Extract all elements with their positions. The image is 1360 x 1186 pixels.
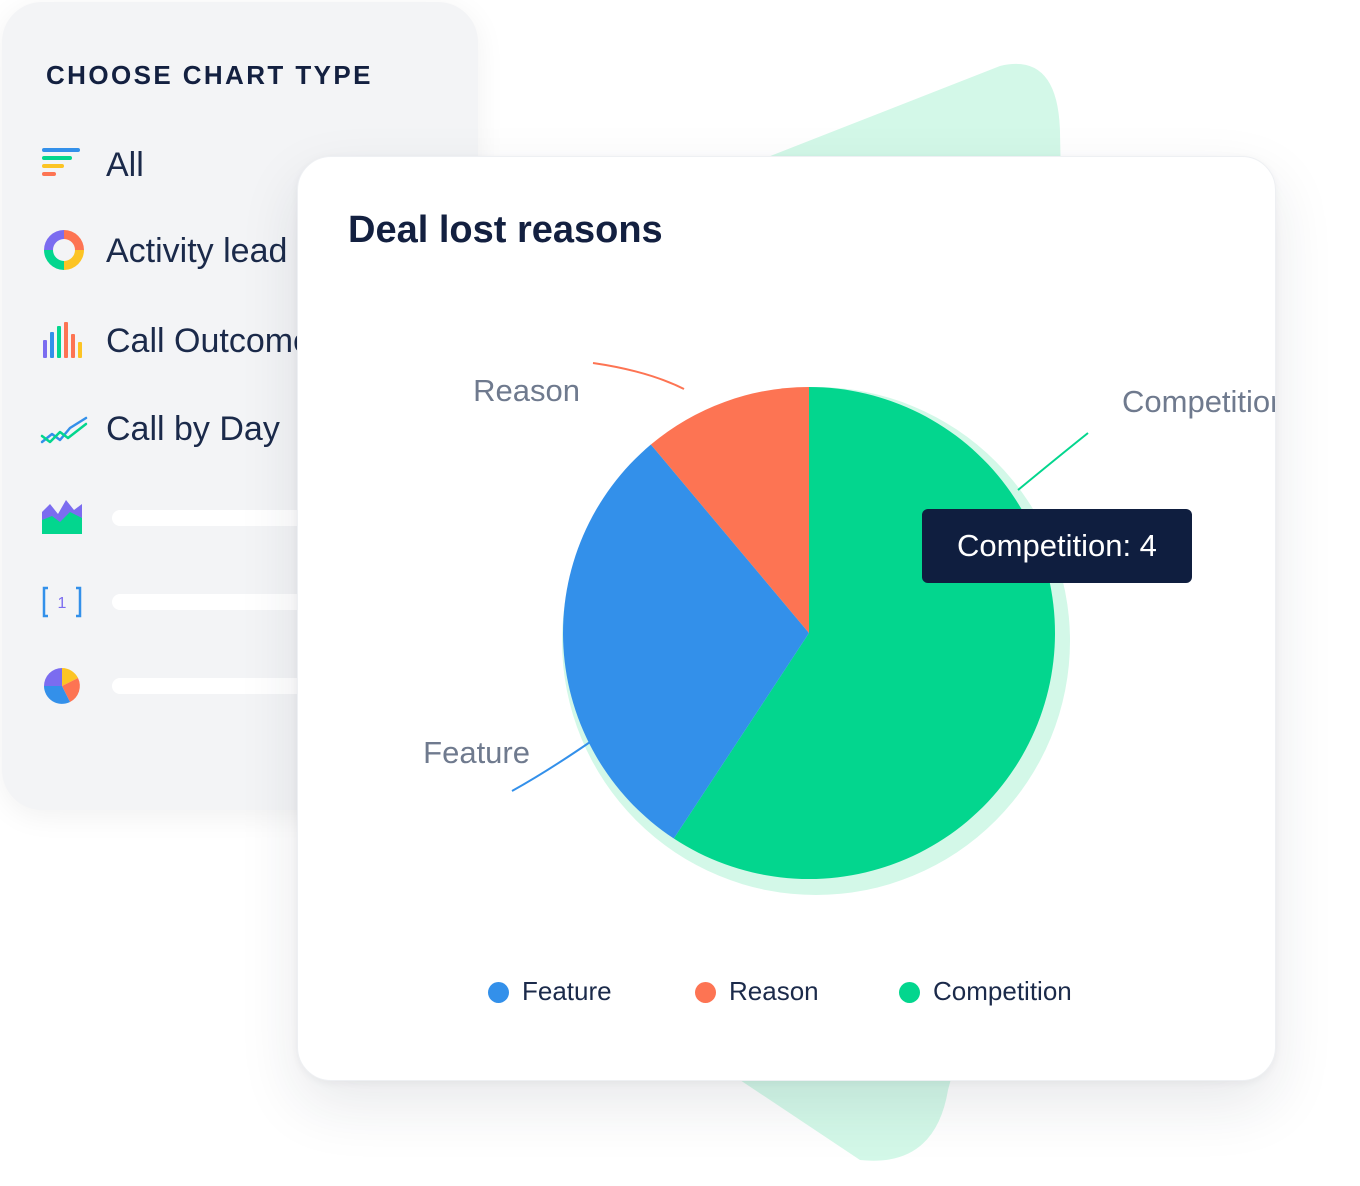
line-chart-icon: [40, 404, 88, 452]
slice-label-feature: Feature: [423, 735, 530, 770]
legend-label: Feature: [522, 976, 612, 1006]
area-chart-icon: [40, 494, 88, 542]
pie-slice-feature[interactable]: [563, 444, 809, 839]
chart-tooltip: Competition: 4: [922, 509, 1192, 583]
pie-chart-icon: [40, 662, 88, 710]
legend-label: Competition: [933, 976, 1072, 1006]
number-bracket-icon: 1: [40, 578, 88, 626]
svg-text:1: 1: [58, 595, 67, 612]
legend-swatch: [488, 982, 509, 1003]
legend-swatch: [695, 982, 716, 1003]
pie-slice-reason[interactable]: [650, 387, 809, 633]
chart-type-label: Activity lead: [106, 232, 288, 270]
chart-card: Deal lost reasons Reason Competition Featu…: [297, 156, 1276, 1081]
placeholder-bar: [112, 678, 312, 694]
callout-line-competition: [1017, 432, 1089, 491]
chart-type-label: Call Outcome: [106, 322, 312, 360]
donut-chart-icon: [40, 226, 88, 274]
placeholder-bar: [112, 510, 312, 526]
pie-chart: Reason Competition Feature: [423, 362, 1275, 895]
callout-line-feature: [511, 739, 594, 792]
slice-label-reason: Reason: [473, 373, 580, 408]
chart-type-label: All: [106, 146, 144, 184]
slice-label-competition: Competition: [1122, 384, 1275, 419]
chart-title: Deal lost reasons: [348, 209, 663, 251]
bar-chart-icon: [40, 316, 88, 364]
chart-legend: Feature Reason Competition: [298, 975, 1275, 1009]
list-filter-icon: [40, 140, 88, 188]
chooser-title: CHOOSE CHART TYPE: [46, 60, 373, 90]
callout-line-reason: [592, 362, 685, 390]
placeholder-bar: [112, 594, 312, 610]
legend-label: Reason: [729, 976, 819, 1006]
legend-swatch: [899, 982, 920, 1003]
chart-type-label: Call by Day: [106, 410, 280, 448]
